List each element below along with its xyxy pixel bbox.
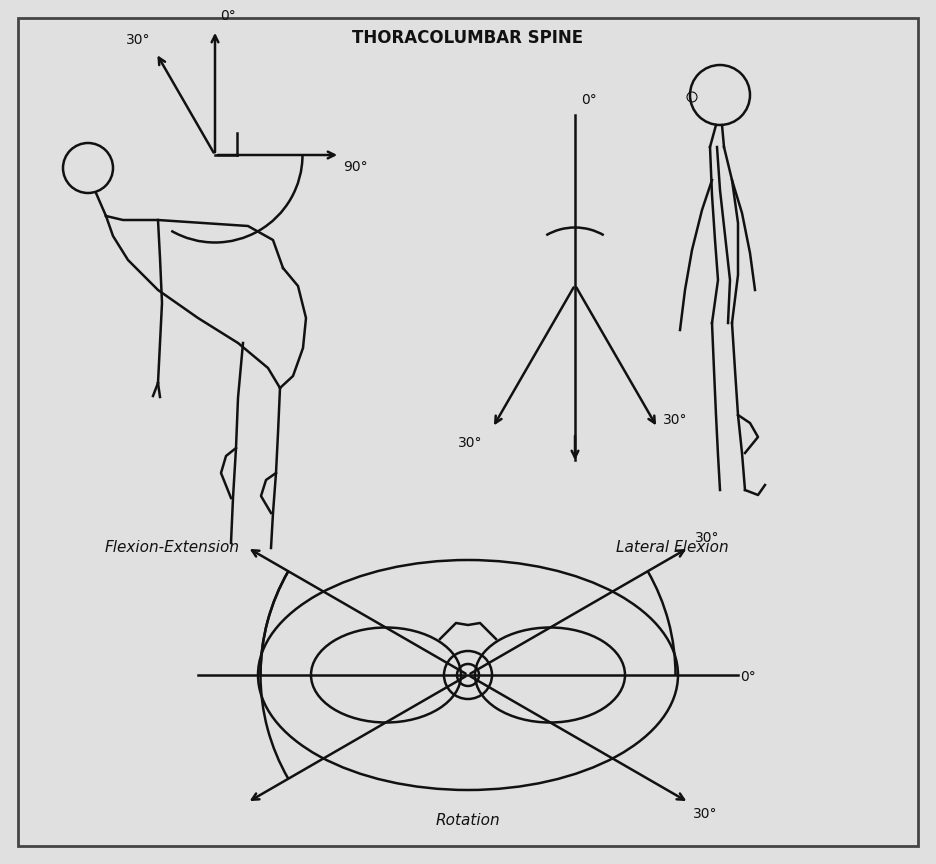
- Text: 90°: 90°: [343, 160, 368, 174]
- Text: 30°: 30°: [458, 436, 482, 450]
- Text: 0°: 0°: [220, 9, 236, 23]
- Text: Flexion-Extension: Flexion-Extension: [105, 541, 240, 556]
- Text: 30°: 30°: [663, 413, 687, 427]
- Text: Rotation: Rotation: [435, 813, 501, 828]
- Text: 30°: 30°: [695, 531, 720, 545]
- Text: THORACOLUMBAR SPINE: THORACOLUMBAR SPINE: [353, 29, 583, 47]
- Text: 0°: 0°: [740, 670, 755, 684]
- Text: 30°: 30°: [693, 808, 717, 822]
- Text: 0°: 0°: [581, 93, 597, 107]
- Text: Lateral Flexion: Lateral Flexion: [616, 541, 728, 556]
- Text: 30°: 30°: [125, 33, 150, 47]
